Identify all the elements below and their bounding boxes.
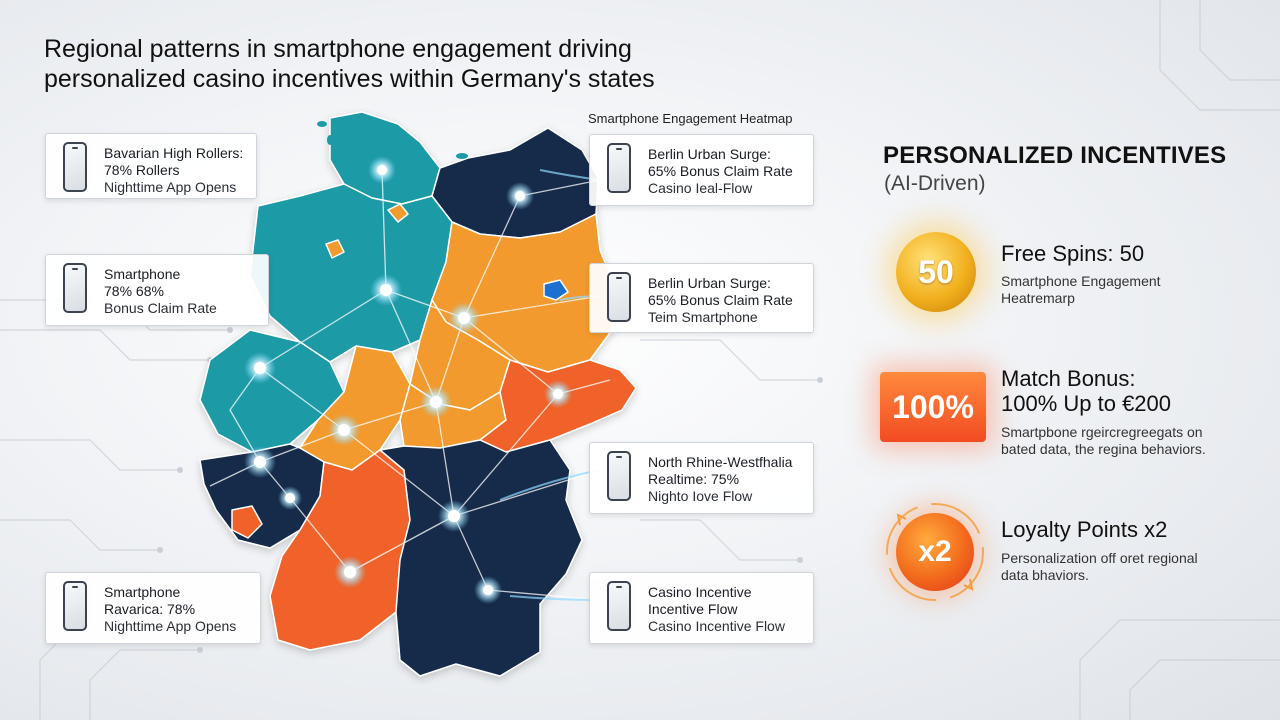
smartphone-icon: [607, 272, 631, 322]
loyalty-points-badge-icon: x2: [896, 513, 974, 591]
smartphone-icon: [63, 263, 87, 313]
card-line-3: Casino Incentive Flow: [648, 618, 785, 634]
card-line-2: Realtime: 75%: [648, 471, 740, 487]
card-line-3: Bonus Claim Rate: [104, 300, 217, 316]
desc-line-2: data bhaviors.: [1001, 567, 1089, 583]
title-line-2: personalized casino incentives within Ge…: [44, 65, 655, 93]
card-line-2: 78% Rollers: [104, 162, 180, 178]
info-card-casino-incentive: Casino Incentive Incentive Flow Casino I…: [589, 572, 814, 644]
info-card-berlin-urban-surge-2: Berlin Urban Surge: 65% Bonus Claim Rate…: [589, 263, 814, 333]
card-line-3: Nighttime App Opens: [104, 179, 237, 195]
heatmap-label: Smartphone Engagement Heatmap: [588, 111, 793, 126]
match-bonus-heading: Match Bonus: 100% Up to €200: [1001, 366, 1171, 416]
page-title: Regional patterns in smartphone engageme…: [44, 34, 764, 94]
region-berlin: [543, 279, 569, 301]
heading-line-2: 100% Up to €200: [1001, 391, 1172, 416]
desc-line-1: Personalization off oret regional: [1001, 550, 1198, 566]
card-line-1: Casino Incentive: [648, 584, 752, 600]
incentives-title: PERSONALIZED INCENTIVES: [883, 142, 1227, 169]
card-line-2: 78% 68%: [104, 283, 164, 299]
free-spins-coin-icon: 50: [896, 232, 976, 312]
title-line-1: Regional patterns in smartphone engageme…: [44, 35, 632, 63]
card-line-1: Berlin Urban Surge:: [648, 146, 771, 162]
badge-value: 100%: [892, 388, 974, 425]
smartphone-icon: [607, 581, 631, 631]
desc-line-1: Smartpbone rgeircregreegats on: [1001, 424, 1203, 440]
card-line-1: Berlin Urban Surge:: [648, 275, 771, 291]
info-card-berlin-urban-surge: Berlin Urban Surge: 65% Bonus Claim Rate…: [589, 134, 814, 206]
smartphone-icon: [607, 143, 631, 193]
smartphone-icon: [63, 142, 87, 192]
info-card-smartphone-bonus: Smartphone 78% 68% Bonus Claim Rate: [45, 254, 269, 326]
card-line-2: Ravarica: 78%: [104, 601, 196, 617]
card-line-1: Smartphone: [104, 584, 181, 600]
card-line-1: North Rhine-Westfhalia: [648, 454, 793, 470]
card-line-2: Incentive Flow: [648, 601, 738, 617]
region-bavaria: [379, 439, 583, 677]
card-line-3: Nighttime App Opens: [104, 618, 237, 634]
loyalty-ring-icon: [886, 503, 984, 601]
smartphone-icon: [607, 451, 631, 501]
info-card-north-rhine-westphalia: North Rhine-Westfhalia Realtime: 75% Nig…: [589, 442, 814, 514]
info-card-smartphone-ravarica: Smartphone Ravarica: 78% Nighttime App O…: [45, 572, 261, 644]
free-spins-description: Smartphone Engagement Heatremarp: [1001, 273, 1241, 307]
card-line-3: Casino Ieal-Flow: [648, 180, 753, 196]
card-line-3: Nighto Iove Flow: [648, 488, 753, 504]
card-line-3: Teim Smartphone: [648, 309, 758, 325]
loyalty-points-description: Personalization off oret regional data b…: [1001, 550, 1241, 584]
region-saarland: [231, 505, 263, 539]
desc-line-2: Heatremarp: [1001, 290, 1075, 306]
incentives-subtitle: (AI-Driven): [884, 172, 986, 195]
card-line-2: 65% Bonus Claim Rate: [648, 163, 793, 179]
heading-line-1: Match Bonus:: [1001, 366, 1136, 391]
badge-value: 50: [918, 253, 954, 290]
desc-line-2: bated data, the regina behaviors.: [1001, 441, 1206, 457]
region-bremen: [325, 239, 345, 259]
info-card-bavarian-high-rollers: Bavarian High Rollers: 78% Rollers Night…: [45, 133, 257, 199]
smartphone-icon: [63, 581, 87, 631]
match-bonus-description: Smartpbone rgeircregreegats on bated dat…: [1001, 424, 1241, 458]
loyalty-points-heading: Loyalty Points x2: [1001, 517, 1168, 542]
card-line-1: Smartphone: [104, 266, 181, 282]
badge-value: x2: [918, 535, 952, 568]
card-line-1: Bavarian High Rollers:: [104, 145, 244, 161]
card-line-2: 65% Bonus Claim Rate: [648, 292, 793, 308]
match-bonus-badge-icon: 100%: [880, 372, 986, 442]
free-spins-heading: Free Spins: 50: [1001, 241, 1145, 266]
region-hamburg: [387, 203, 409, 223]
desc-line-1: Smartphone Engagement: [1001, 273, 1161, 289]
